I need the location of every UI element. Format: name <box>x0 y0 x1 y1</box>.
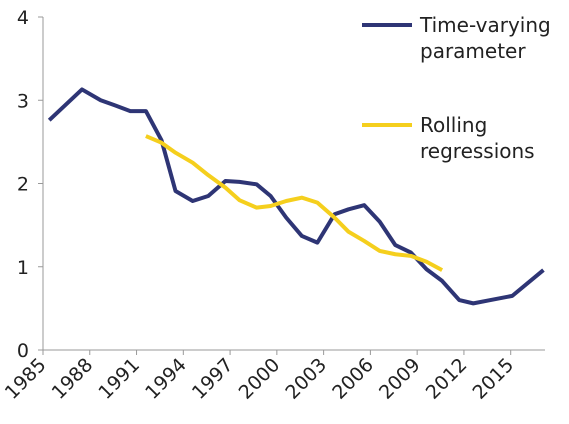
x-tick-label: 2012 <box>422 354 472 404</box>
y-tick-label: 0 <box>17 340 29 362</box>
x-tick-label: 1994 <box>141 354 191 404</box>
y-tick-label: 1 <box>17 257 29 279</box>
y-tick-label: 4 <box>17 7 29 29</box>
x-tick-label: 2000 <box>235 354 285 404</box>
series-line <box>47 87 545 306</box>
x-tick-label: 1991 <box>94 354 144 404</box>
y-tick-label: 2 <box>17 174 29 196</box>
legend-label: Time-varying parameter <box>420 13 551 63</box>
x-tick-label: 1988 <box>48 354 98 404</box>
x-tick-label: 2003 <box>281 354 331 404</box>
y-tick-label: 3 <box>17 90 29 112</box>
x-tick-label: 2006 <box>328 354 378 404</box>
x-tick-label: 1997 <box>188 354 238 404</box>
series-line <box>145 134 444 272</box>
legend-label: Rolling regressions <box>420 113 535 163</box>
x-tick-label: 2009 <box>375 354 425 404</box>
x-tick-label: 2015 <box>468 354 518 404</box>
